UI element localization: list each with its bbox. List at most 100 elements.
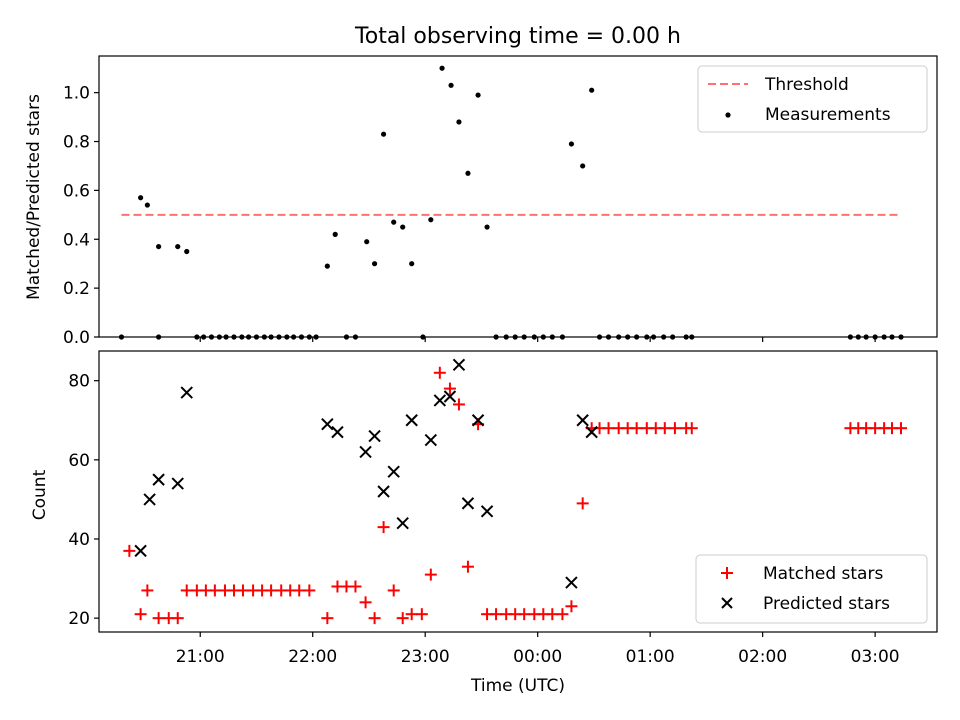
predicted-star-point <box>565 576 578 589</box>
predicted-star-point <box>452 358 466 372</box>
ratio-y-tick-label: 0.0 <box>63 328 90 348</box>
ratio-y-tick-label: 0.4 <box>63 230 90 250</box>
predicted-star-point <box>405 414 418 427</box>
count-y-tick-label: 40 <box>68 530 90 550</box>
matched-star-point <box>171 612 184 625</box>
predicted-star-point <box>387 465 400 478</box>
matched-star-point <box>123 544 136 557</box>
measurements-legend-swatch <box>725 112 731 118</box>
matched-star-point <box>452 398 465 411</box>
count-x-tick-label: 21:00 <box>176 647 225 667</box>
predicted-star-point <box>396 516 409 530</box>
measurement-point <box>391 219 397 225</box>
measurement-point <box>428 217 434 223</box>
count-x-tick-label: 02:00 <box>738 647 787 667</box>
count-panel: 20 40 60 80 21:00 22:00 23:00 00:00 01:00 02:00 0… <box>30 350 938 696</box>
predicted-star-point <box>180 386 193 399</box>
matched-star-point <box>895 422 908 435</box>
matched-star-point <box>433 366 446 379</box>
matched-star-point <box>405 608 418 621</box>
matched-star-point <box>424 568 437 581</box>
predicted-star-point <box>321 418 334 431</box>
predicted-legend-label: Predicted stars <box>763 594 890 614</box>
ratio-legend: Threshold Measurements <box>697 65 928 133</box>
x-axis-label: Time (UTC) <box>470 676 565 696</box>
count-x-tick-label: 23:00 <box>401 647 450 667</box>
ratio-axes-frame <box>98 55 938 338</box>
measurement-point <box>156 243 162 250</box>
measurement-point <box>409 261 415 267</box>
measurement-point <box>144 202 150 208</box>
predicted-star-point <box>471 414 485 427</box>
predicted-legend-swatch <box>721 597 733 609</box>
predicted-star-point <box>359 445 372 459</box>
matched-star-point <box>359 596 372 609</box>
count-y-axis-label: Count <box>30 469 50 520</box>
ratio-y-tick-label: 0.8 <box>63 133 90 153</box>
predicted-star-point <box>576 414 589 427</box>
ratio-y-axis-label: Matched/Predicted stars <box>24 94 44 300</box>
count-y-tick-label: 60 <box>68 451 90 471</box>
matched-star-point <box>180 584 193 597</box>
matched-star-point <box>236 584 249 597</box>
matched-star-point <box>658 422 671 435</box>
count-x-tick-label: 22:00 <box>288 647 337 667</box>
predicted-star-point <box>143 493 156 506</box>
count-x-tick-label: 00:00 <box>513 647 562 667</box>
predicted-star-point <box>171 477 184 490</box>
measurement-point <box>484 224 490 230</box>
matched-star-point <box>602 422 615 435</box>
matched-star-point <box>141 584 154 597</box>
measurement-point <box>380 131 387 137</box>
ratio-panel: 0.0 0.2 0.4 0.6 0.8 1.0 Matched/Predicted sta… <box>24 55 938 348</box>
predicted-star-point <box>443 390 457 403</box>
measurement-point <box>184 248 190 255</box>
predicted-star-point <box>461 497 475 510</box>
matched-star-point <box>490 608 503 621</box>
count-x-tick-label: 03:00 <box>851 647 900 667</box>
matched-star-point <box>134 608 147 621</box>
matched-star-point <box>415 608 428 621</box>
matched-star-point <box>556 608 569 621</box>
matched-star-point <box>443 382 456 395</box>
predicted-star-point <box>424 433 438 447</box>
count-axes-frame <box>98 350 938 633</box>
measurement-point <box>589 87 595 93</box>
predicted-star-point <box>585 425 598 439</box>
matched-legend-swatch <box>721 567 733 579</box>
measurement-point <box>175 243 181 250</box>
matched-star-point <box>321 612 334 625</box>
matched-star-point <box>387 584 400 597</box>
measurement-point <box>371 261 378 267</box>
ratio-y-tick-label: 0.6 <box>63 181 90 201</box>
matched-star-point <box>565 600 578 613</box>
measurement-point <box>456 119 462 125</box>
predicted-star-point <box>331 425 344 439</box>
measurement-point <box>439 65 445 71</box>
measurement-point <box>364 239 370 245</box>
matched-star-point <box>368 612 381 625</box>
matched-star-point <box>303 584 316 597</box>
count-x-tick-label: 01:00 <box>626 647 675 667</box>
matched-star-point <box>685 422 698 435</box>
matched-star-point <box>349 580 362 593</box>
measurement-point <box>465 170 471 176</box>
matched-star-point <box>152 612 165 625</box>
chart-title: Total observing time = 0.00 h <box>354 24 681 49</box>
matched-star-point <box>208 584 221 597</box>
matched-star-point <box>668 422 681 435</box>
measurement-point <box>400 224 406 230</box>
matched-star-point <box>546 608 559 621</box>
measurement-point <box>580 163 586 169</box>
measurement-point <box>332 231 338 237</box>
ratio-y-tick-label: 1.0 <box>63 84 90 104</box>
matched-star-point <box>461 560 474 573</box>
predicted-star-point <box>152 473 165 486</box>
measurement-point <box>448 82 454 88</box>
matched-star-point <box>265 584 278 597</box>
predicted-star-point <box>480 505 494 518</box>
matched-star-point <box>396 612 409 625</box>
predicted-star-point <box>368 429 381 443</box>
measurement-point <box>324 263 330 269</box>
